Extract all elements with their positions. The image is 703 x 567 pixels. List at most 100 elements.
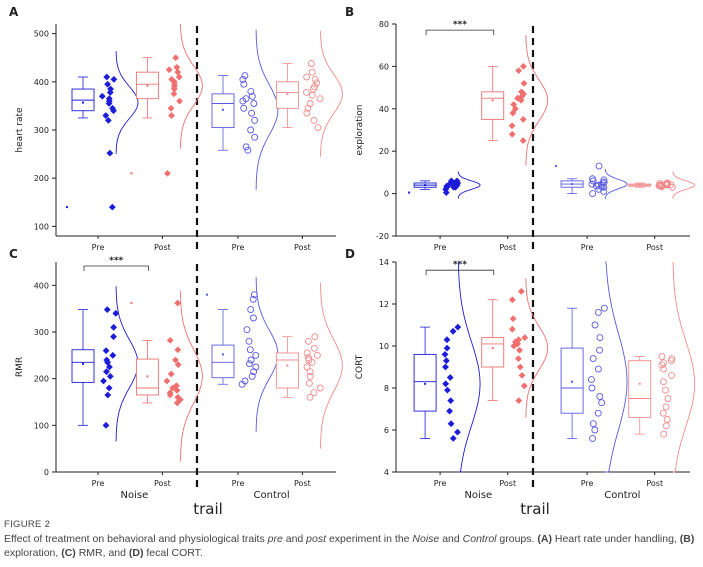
data-point (313, 351, 321, 359)
data-point (248, 92, 256, 100)
data-point (305, 379, 313, 387)
data-point (508, 296, 516, 304)
series-control-pre: Pre (211, 29, 279, 252)
data-point (591, 426, 599, 434)
data-point (443, 336, 451, 344)
x-tick-label: Pre (232, 243, 245, 252)
density-curve (457, 171, 481, 199)
data-point (110, 333, 117, 341)
trail-label-left: trail (193, 500, 223, 515)
data-point (596, 346, 603, 354)
data-point (303, 73, 311, 81)
data-point (251, 116, 259, 124)
data-point (589, 175, 596, 183)
box (275, 81, 299, 109)
data-point (168, 76, 176, 83)
box (481, 337, 505, 368)
data-point (109, 104, 116, 112)
y-tick-label: 80 (379, 20, 389, 29)
y-tick-label: -20 (376, 232, 389, 241)
data-point (174, 361, 182, 369)
mean-marker (286, 364, 289, 367)
significance-bracket (83, 265, 149, 271)
data-point (596, 334, 604, 342)
caption-noise-word: Noise (412, 533, 440, 545)
caption-b-text: exploration, (4, 547, 62, 559)
data-point (247, 306, 255, 314)
data-point (589, 420, 597, 428)
data-point (245, 360, 253, 368)
data-point (667, 181, 675, 189)
data-point (598, 399, 606, 407)
data-point (240, 80, 248, 88)
data-point (306, 372, 314, 380)
data-point (509, 315, 517, 323)
series-control-post: Post (628, 171, 696, 252)
data-point (442, 357, 450, 365)
data-point (442, 189, 450, 196)
mean-marker (638, 184, 641, 187)
y-tick-label: 400 (34, 78, 49, 87)
series-noise-pre: Pre (408, 171, 481, 252)
data-point (107, 85, 114, 93)
group-label-noise: Noise (464, 490, 492, 501)
caption-pre-word: pre (267, 533, 283, 545)
data-point (311, 333, 319, 341)
series-control-pre: Pre (206, 276, 279, 488)
data-point (175, 73, 183, 81)
series-control-pre: Pre (560, 261, 628, 488)
density-curve (320, 30, 343, 157)
data-point (247, 88, 255, 95)
caption-d-text: fecal CORT. (143, 547, 203, 559)
data-point (663, 416, 671, 423)
data-point (250, 100, 258, 107)
data-point (447, 397, 455, 404)
data-point (594, 365, 602, 373)
y-tick-label: 6 (384, 426, 389, 435)
data-point (303, 109, 311, 117)
data-point (518, 88, 525, 96)
caption-d-label: (D) (128, 547, 144, 559)
y-tick-label: 14 (379, 258, 389, 267)
x-tick-label: Pre (581, 243, 594, 252)
data-point (599, 179, 607, 187)
data-point (511, 105, 519, 113)
data-point (241, 72, 249, 80)
density-curve (115, 286, 139, 442)
data-point (311, 75, 319, 83)
x-tick-label: Pre (581, 479, 594, 488)
data-point (660, 378, 667, 386)
box (560, 347, 584, 414)
data-point (247, 356, 255, 364)
data-point (103, 356, 111, 364)
data-point (668, 355, 676, 363)
data-point (98, 92, 106, 100)
caption-figure-label: FIGURE 2 (4, 519, 51, 530)
trail-label-right: trail (520, 500, 550, 515)
mean-marker (222, 353, 224, 356)
data-point (109, 351, 117, 359)
data-point (104, 80, 112, 88)
box (71, 349, 95, 383)
y-tick-label: 12 (379, 300, 389, 309)
series-control-post: Post (275, 282, 343, 488)
data-point (589, 434, 597, 442)
data-point (174, 299, 182, 307)
data-point (176, 97, 183, 105)
chart-panel-b: B -20 0 20 40 60 80 exploration *** Pre Post Pre Pos… (345, 5, 696, 252)
data-point (174, 346, 182, 354)
data-point (240, 104, 248, 112)
data-point (454, 323, 462, 331)
outlier-marker (66, 206, 68, 209)
series-noise-post: Post (130, 23, 203, 252)
panel-letter: D (345, 247, 355, 261)
y-tick-label: 4 (384, 468, 389, 477)
data-point (310, 344, 318, 352)
caption-and1: and (282, 533, 307, 545)
data-point (100, 377, 107, 385)
data-point (588, 384, 596, 392)
data-point (166, 337, 174, 344)
y-axis-label: RMR (15, 357, 25, 377)
data-point (102, 347, 110, 355)
